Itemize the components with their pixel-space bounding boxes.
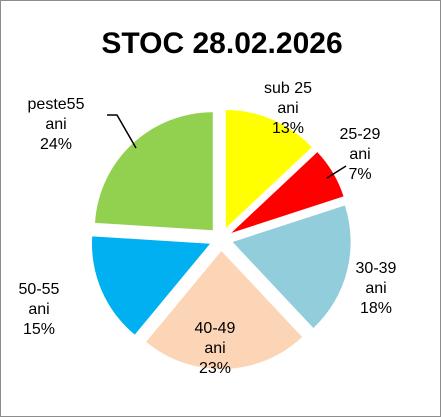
slice-label-0-line-1: ani	[277, 100, 298, 117]
leader-line-1	[326, 165, 347, 179]
slice-label-1: 25-29 ani 7%	[340, 126, 381, 183]
slice-label-3: 40-49 ani 23%	[195, 320, 236, 377]
pie-slice-5	[95, 112, 213, 231]
slice-label-3-line-2: 23%	[199, 360, 231, 377]
slice-label-1-line-2: 7%	[348, 166, 371, 183]
slice-label-5-line-2: 24%	[40, 136, 72, 153]
slice-label-2: 30-39 ani 18%	[356, 260, 397, 317]
slice-label-2-line-1: ani	[365, 280, 386, 297]
slice-label-2-line-2: 18%	[360, 300, 392, 317]
pie-slice-3	[146, 250, 303, 369]
slice-label-0-line-0: sub 25	[264, 80, 312, 97]
slice-label-2-line-0: 30-39	[356, 260, 397, 277]
slice-label-4-line-1: ani	[28, 301, 49, 318]
slice-label-1-line-1: ani	[349, 146, 370, 163]
slice-label-5-line-0: peste55	[28, 96, 85, 113]
slice-label-3-line-0: 40-49	[195, 320, 236, 337]
pie-slice-2	[232, 205, 351, 329]
pie-slice-1	[231, 152, 344, 233]
slice-label-0: sub 25 ani 13%	[264, 80, 312, 137]
slice-label-5-line-1: ani	[45, 116, 66, 133]
slice-labels: sub 25 ani 13% 25-29 ani 7% 30-39 ani 18% 40-49 an…	[19, 80, 397, 377]
pie-slice-0	[225, 109, 312, 228]
slice-label-4: 50-55 ani 15%	[19, 281, 60, 338]
pie-slice-4	[91, 236, 210, 335]
slice-label-4-line-0: 50-55	[19, 281, 60, 298]
slice-label-5: peste55 ani 24%	[28, 96, 85, 153]
slice-label-3-line-1: ani	[204, 340, 225, 357]
pie-slices	[91, 109, 351, 369]
leader-line-5	[107, 114, 137, 149]
leader-lines	[107, 114, 347, 179]
slice-label-0-line-2: 13%	[272, 120, 304, 137]
slice-label-1-line-0: 25-29	[340, 126, 381, 143]
slice-label-4-line-2: 15%	[23, 321, 55, 338]
chart-title: STOC 28.02.2026	[101, 27, 342, 60]
